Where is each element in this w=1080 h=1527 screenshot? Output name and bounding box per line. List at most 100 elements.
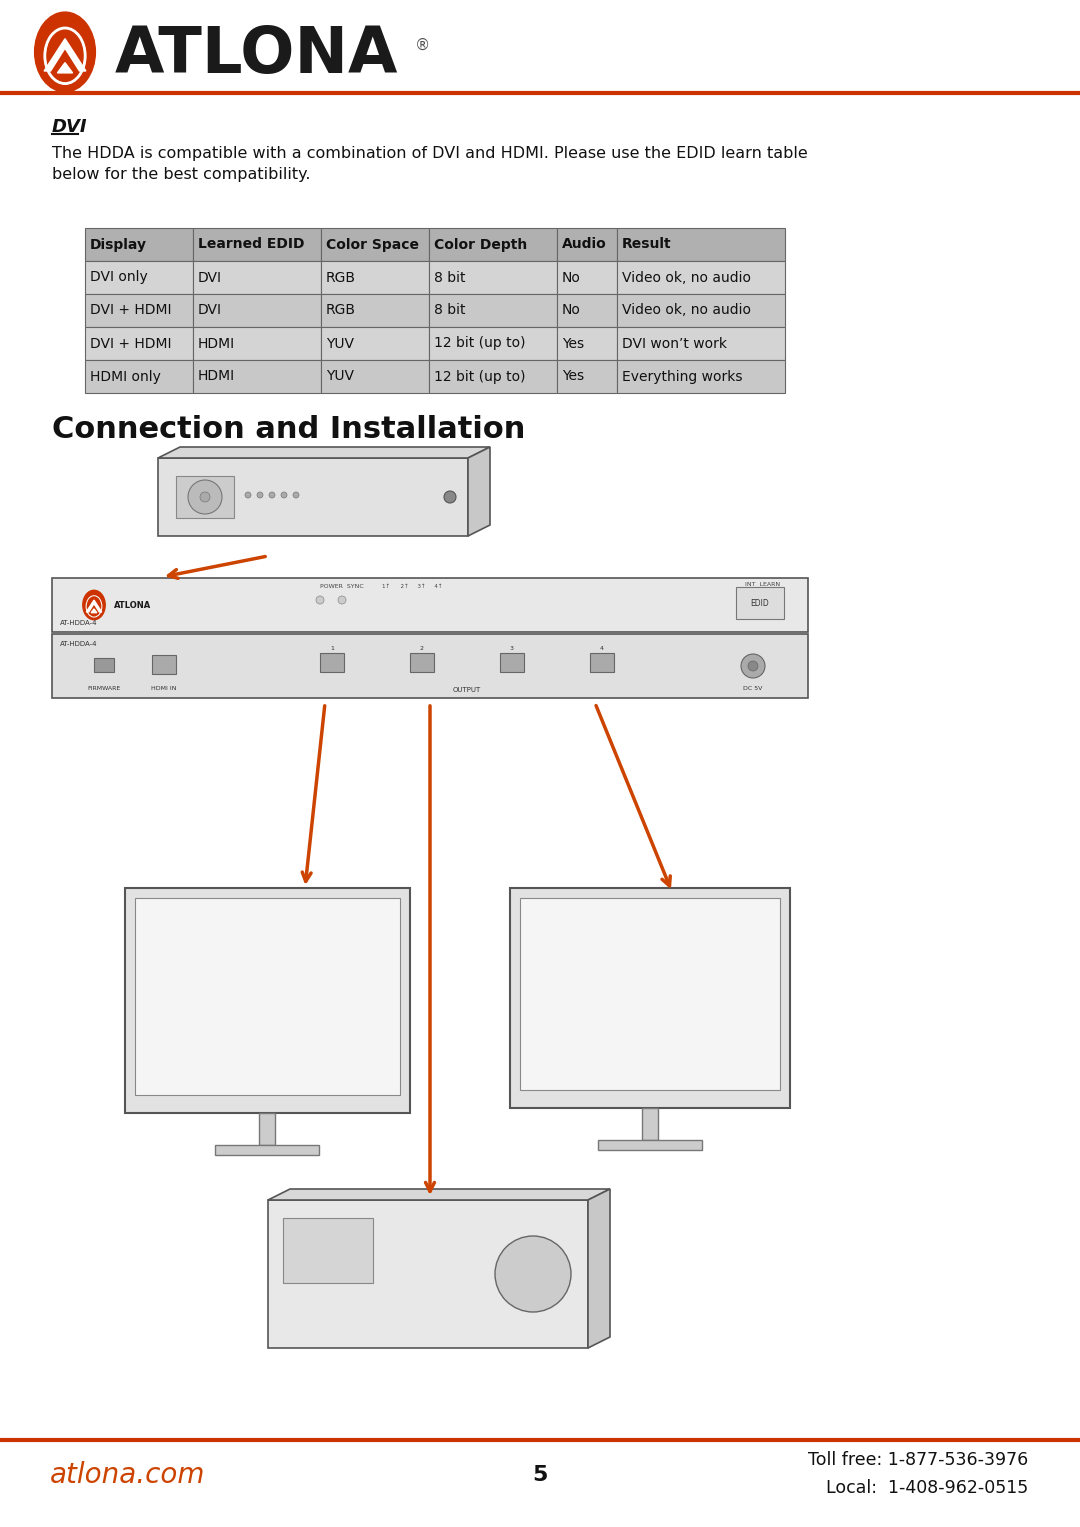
- Ellipse shape: [46, 31, 83, 81]
- Text: Learned EDID: Learned EDID: [198, 238, 305, 252]
- Bar: [557, 327, 617, 360]
- Text: DVI: DVI: [198, 304, 222, 318]
- Circle shape: [338, 596, 346, 605]
- Text: 1: 1: [330, 646, 334, 651]
- Bar: [321, 228, 429, 261]
- Bar: [193, 261, 321, 295]
- Circle shape: [316, 596, 324, 605]
- Text: 3: 3: [510, 646, 514, 651]
- Text: OUTPUT: OUTPUT: [453, 687, 481, 693]
- Text: No: No: [562, 270, 581, 284]
- Text: Result: Result: [622, 238, 672, 252]
- Bar: [85, 360, 193, 392]
- Text: Connection and Installation: Connection and Installation: [52, 415, 525, 444]
- Bar: [429, 327, 557, 360]
- Polygon shape: [268, 1190, 610, 1200]
- Ellipse shape: [86, 596, 102, 617]
- Bar: [557, 360, 617, 392]
- Text: Color Depth: Color Depth: [434, 238, 527, 252]
- Text: 1↑      2↑     3↑     4↑: 1↑ 2↑ 3↑ 4↑: [382, 585, 443, 589]
- Circle shape: [257, 492, 264, 498]
- Text: DVI + HDMI: DVI + HDMI: [90, 304, 172, 318]
- Bar: [321, 360, 429, 392]
- Bar: [321, 295, 429, 327]
- Text: INT  LEARN: INT LEARN: [745, 582, 780, 586]
- FancyBboxPatch shape: [590, 654, 615, 672]
- Text: atlona.com: atlona.com: [50, 1461, 205, 1489]
- Bar: [52, 634, 808, 698]
- Polygon shape: [588, 1190, 610, 1348]
- Text: FIRMWARE: FIRMWARE: [87, 686, 121, 690]
- Text: HDMI: HDMI: [198, 336, 235, 351]
- Bar: [259, 1113, 275, 1145]
- Bar: [135, 898, 400, 1095]
- Text: 8 bit: 8 bit: [434, 304, 465, 318]
- Bar: [519, 898, 780, 1090]
- Text: DC 5V: DC 5V: [743, 687, 762, 692]
- Text: Yes: Yes: [562, 336, 584, 351]
- Polygon shape: [158, 447, 490, 458]
- Bar: [215, 1145, 319, 1154]
- Polygon shape: [86, 600, 102, 612]
- Bar: [321, 261, 429, 295]
- Bar: [85, 327, 193, 360]
- Bar: [52, 579, 808, 632]
- Text: 4: 4: [600, 646, 604, 651]
- Bar: [429, 228, 557, 261]
- Bar: [125, 889, 410, 1113]
- Polygon shape: [57, 63, 72, 73]
- Circle shape: [748, 661, 758, 670]
- Text: ATLONA: ATLONA: [114, 600, 151, 609]
- Bar: [598, 1141, 702, 1150]
- Bar: [176, 476, 234, 518]
- Bar: [85, 261, 193, 295]
- Text: Yes: Yes: [562, 370, 584, 383]
- Text: RGB: RGB: [326, 304, 356, 318]
- Circle shape: [188, 479, 222, 515]
- Circle shape: [293, 492, 299, 498]
- Text: 12 bit (up to): 12 bit (up to): [434, 370, 526, 383]
- Text: DVI: DVI: [198, 270, 222, 284]
- Circle shape: [495, 1235, 571, 1312]
- Circle shape: [741, 654, 765, 678]
- Text: YUV: YUV: [326, 370, 354, 383]
- Bar: [617, 261, 785, 295]
- Text: DVI won’t work: DVI won’t work: [622, 336, 727, 351]
- Bar: [617, 228, 785, 261]
- Bar: [193, 228, 321, 261]
- Text: DVI: DVI: [52, 118, 87, 136]
- Bar: [617, 360, 785, 392]
- Bar: [617, 327, 785, 360]
- Text: Everything works: Everything works: [622, 370, 743, 383]
- Ellipse shape: [87, 597, 100, 615]
- Bar: [557, 295, 617, 327]
- FancyBboxPatch shape: [410, 654, 434, 672]
- Text: 2: 2: [420, 646, 424, 651]
- Text: No: No: [562, 304, 581, 318]
- Circle shape: [508, 1249, 558, 1299]
- Text: The HDDA is compatible with a combination of DVI and HDMI. Please use the EDID l: The HDDA is compatible with a combinatio…: [52, 147, 808, 182]
- Text: HDMI only: HDMI only: [90, 370, 161, 383]
- Text: Local:  1-408-962-0515: Local: 1-408-962-0515: [826, 1480, 1028, 1496]
- Polygon shape: [91, 609, 97, 612]
- Bar: [283, 1219, 373, 1283]
- Circle shape: [281, 492, 287, 498]
- FancyBboxPatch shape: [320, 654, 345, 672]
- Bar: [85, 228, 193, 261]
- Bar: [193, 327, 321, 360]
- Text: ATLONA: ATLONA: [114, 24, 399, 86]
- Text: DVI only: DVI only: [90, 270, 148, 284]
- Text: AT-HDDA-4: AT-HDDA-4: [60, 620, 97, 626]
- Text: Color Space: Color Space: [326, 238, 419, 252]
- Bar: [557, 261, 617, 295]
- FancyBboxPatch shape: [152, 655, 176, 673]
- Text: 8 bit: 8 bit: [434, 270, 465, 284]
- Circle shape: [245, 492, 251, 498]
- Ellipse shape: [44, 27, 86, 84]
- Ellipse shape: [35, 12, 95, 92]
- Bar: [642, 1109, 658, 1141]
- Ellipse shape: [83, 591, 105, 620]
- Text: ®: ®: [415, 38, 430, 53]
- Bar: [321, 327, 429, 360]
- Text: EDID: EDID: [751, 600, 769, 608]
